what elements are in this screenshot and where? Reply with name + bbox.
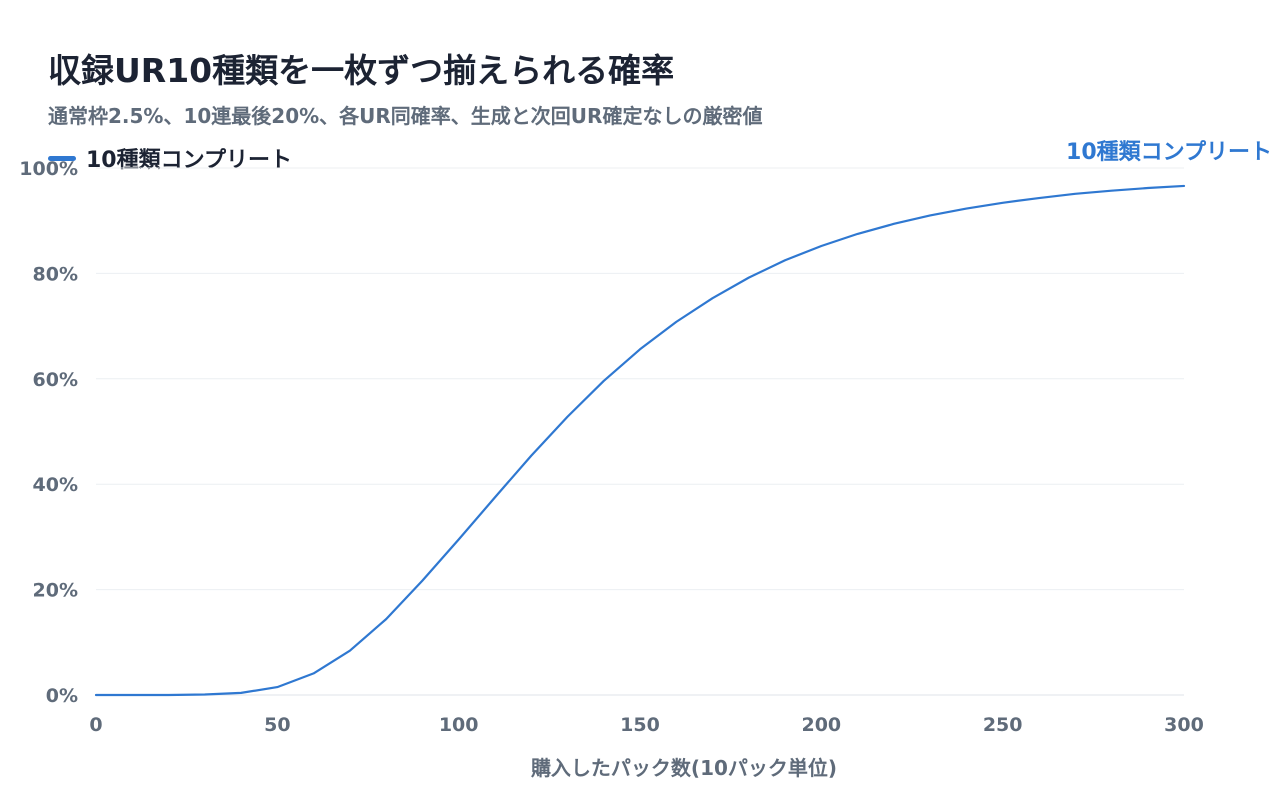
series-end-label: 10種類コンプリート xyxy=(1066,140,1272,165)
legend: 10種類コンプリート xyxy=(48,142,292,174)
x-tick-label: 150 xyxy=(620,714,660,736)
grid-layer xyxy=(96,167,1184,696)
y-tick-label: 0% xyxy=(46,685,78,707)
chart-title: 収録UR10種類を一枚ずつ揃えられる確率 xyxy=(48,51,675,90)
x-tick-label: 0 xyxy=(89,714,102,736)
x-tick-label: 100 xyxy=(439,714,479,736)
y-axis: 0% 20% 40% 60% 80% 100% xyxy=(19,158,78,707)
y-tick-label: 20% xyxy=(33,580,78,602)
x-axis: 0 50 100 150 200 250 300 xyxy=(89,714,1203,736)
y-tick-label: 40% xyxy=(33,474,78,496)
y-tick-label: 100% xyxy=(19,158,78,180)
x-tick-label: 250 xyxy=(983,714,1023,736)
x-axis-title: 購入したパック数(10パック単位) xyxy=(531,756,837,780)
chart-subtitle: 通常枠2.5%、10連最後20%、各UR同確率、生成と次回UR確定なしの厳密値 xyxy=(48,104,763,128)
x-tick-label: 200 xyxy=(801,714,841,736)
series-points xyxy=(95,185,1185,696)
series-line-complete xyxy=(94,184,1186,697)
x-tick-label: 300 xyxy=(1164,714,1204,736)
legend-swatch xyxy=(48,155,76,161)
y-tick-label: 60% xyxy=(33,369,78,391)
y-tick-label: 80% xyxy=(33,263,78,285)
x-tick-label: 50 xyxy=(264,714,290,736)
legend-label: 10種類コンプリート xyxy=(86,148,292,173)
